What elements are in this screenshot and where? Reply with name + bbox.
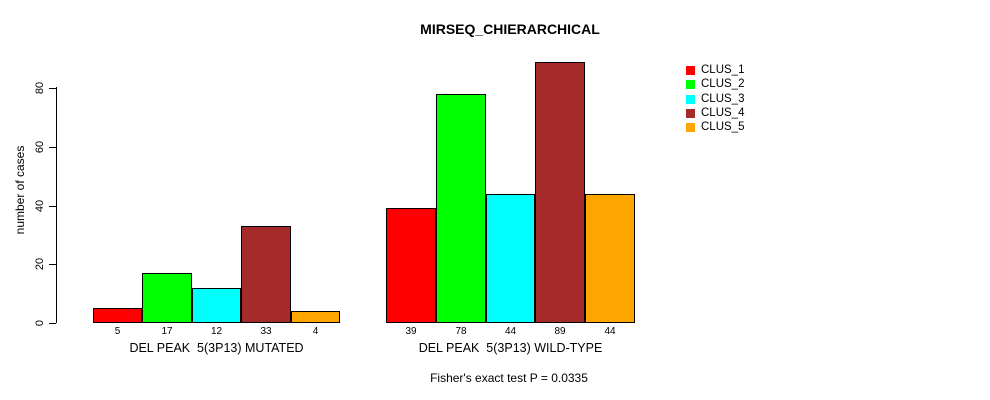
- y-axis-tick-label: 20: [34, 257, 46, 271]
- y-axis-tick: [49, 205, 56, 207]
- bar-clus_5: [291, 311, 340, 323]
- y-axis-tick-label: 0: [34, 319, 46, 327]
- bar-clus_2: [436, 94, 486, 323]
- bar-clus_3: [192, 288, 241, 323]
- legend-swatch-icon: [686, 79, 695, 89]
- y-axis-tick-label: 60: [34, 140, 46, 154]
- bar-clus_5: [585, 194, 635, 323]
- y-axis-tick: [49, 87, 56, 89]
- legend-label: CLUS_1: [701, 64, 745, 76]
- bar-value-label: 17: [161, 326, 173, 337]
- legend-item: CLUS_2: [686, 78, 744, 90]
- bar-value-label: 89: [554, 326, 566, 337]
- bar-value-label: 78: [455, 326, 467, 337]
- legend-swatch-icon: [686, 108, 695, 118]
- bar-value-label: 44: [604, 326, 616, 337]
- bar-clus_1: [93, 308, 142, 323]
- y-axis-tick-label: 40: [34, 199, 46, 213]
- bar-clus_4: [241, 226, 291, 323]
- y-axis-tick: [49, 263, 56, 265]
- p-value-annotation: Fisher's exact test P = 0.0335: [430, 371, 588, 385]
- bar-clus_4: [535, 62, 585, 323]
- legend-item: CLUS_4: [686, 107, 744, 119]
- legend-item: CLUS_1: [686, 64, 744, 76]
- legend-item: CLUS_5: [686, 121, 744, 133]
- legend-label: CLUS_2: [701, 78, 745, 90]
- y-axis-line: [56, 87, 57, 323]
- legend-label: CLUS_5: [701, 121, 745, 133]
- bar-clus_1: [386, 208, 436, 323]
- bar-clus_3: [486, 194, 535, 323]
- bar-clus_2: [142, 273, 192, 323]
- x-axis-group-label: DEL PEAK 5(3P13) MUTATED: [129, 341, 304, 355]
- bar-value-label: 44: [504, 326, 517, 337]
- y-axis-tick: [49, 146, 56, 148]
- bar-value-label: 12: [210, 326, 223, 337]
- legend-label: CLUS_3: [701, 93, 745, 105]
- bar-value-label: 39: [405, 326, 417, 337]
- y-axis-tick-label: 80: [34, 81, 46, 95]
- legend-swatch-icon: [686, 65, 695, 75]
- legend-label: CLUS_4: [701, 107, 745, 119]
- chart-title: MIRSEQ_CHIERARCHICAL: [420, 21, 600, 37]
- legend-swatch-icon: [686, 122, 695, 132]
- bar-value-label: 5: [114, 326, 121, 337]
- legend-item: CLUS_3: [686, 93, 744, 105]
- x-axis-group-label: DEL PEAK 5(3P13) WILD-TYPE: [418, 341, 603, 355]
- y-axis-tick: [49, 322, 56, 324]
- bar-value-label: 4: [312, 326, 319, 337]
- legend-swatch-icon: [686, 94, 695, 104]
- bar-value-label: 33: [260, 326, 272, 337]
- y-axis-title: number of cases: [13, 145, 27, 235]
